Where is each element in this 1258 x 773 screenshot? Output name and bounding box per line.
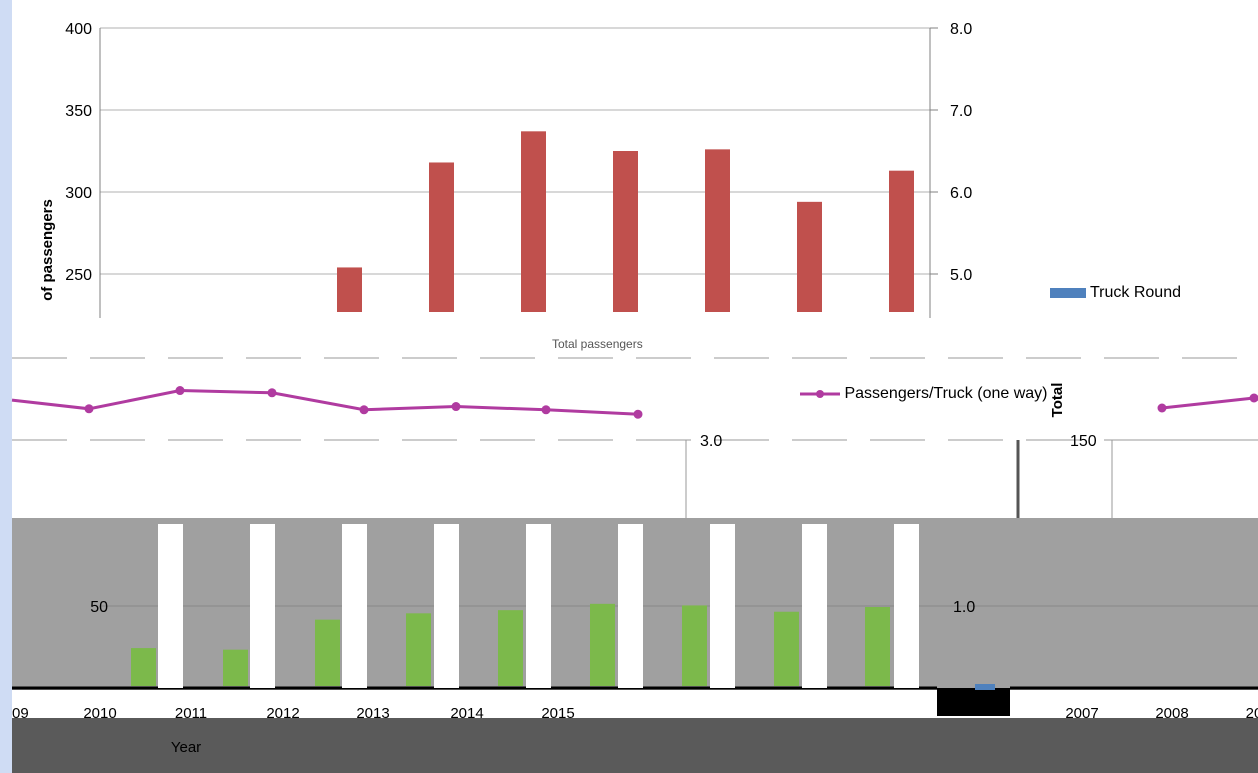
lower-separator: [342, 524, 367, 688]
right-tick-label: 8.0: [950, 21, 972, 38]
bar-green-5: [498, 610, 523, 686]
legend-item-passengers-truck: Passengers/Truck (one way): [800, 384, 1048, 404]
bar-red-2012: [337, 267, 362, 312]
point-passengers-truck-6: [541, 405, 551, 415]
x-tick-label-right: 2008: [1155, 705, 1188, 722]
black-block: [937, 688, 1010, 716]
legend-item-truck-round: Truck Round: [1050, 284, 1181, 302]
bar-red-2015: [613, 151, 638, 312]
bar-green-4: [406, 613, 431, 686]
bar-green-2: [223, 649, 248, 686]
x-tick-label-right: 2007: [1065, 705, 1098, 722]
bar-red-2013: [429, 162, 454, 312]
lower-separator: [158, 524, 183, 688]
lower-right-tick-label: 150: [1070, 433, 1097, 450]
right-axis-title-fragment: Total: [1049, 383, 1066, 418]
x-axis-area-background: [12, 690, 1258, 720]
x-tick-label: 2014: [450, 705, 483, 722]
point-passengers-truck-7: [633, 409, 643, 419]
lower-separator: [618, 524, 643, 688]
lower-separator: [526, 524, 551, 688]
point-passengers-truck-5: [451, 402, 461, 412]
line-passengers-truck: [11, 389, 639, 416]
lower-separator: [802, 524, 827, 688]
bar-green-6: [590, 603, 615, 686]
right-tick-label: 5.0: [950, 267, 972, 284]
point-passengers-truck-1: [84, 404, 94, 414]
legend-label-passengers-truck: Passengers/Truck (one way): [844, 385, 1048, 402]
point-passengers-truck-right-1: [1157, 403, 1167, 413]
lower-separator: [250, 524, 275, 688]
bar-blue-fragment: [975, 684, 995, 690]
right-tick-label: 7.0: [950, 103, 972, 120]
x-tick-label: 2015: [541, 705, 574, 722]
right-tick-label: 6.0: [950, 185, 972, 202]
x-tick-label: 2011: [175, 705, 207, 722]
x-tick-label: 09: [12, 705, 29, 722]
lower-separator: [710, 524, 735, 688]
middle-strip-background: [12, 318, 1258, 518]
x-tick-label: 2013: [356, 705, 389, 722]
left-tick-label: 400: [65, 21, 92, 38]
bar-green-1: [131, 648, 156, 686]
left-tick-label-50: 50: [90, 599, 108, 616]
point-passengers-truck-right-2: [1249, 393, 1258, 403]
bar-green-8: [774, 611, 799, 686]
line-passengers-truck-right: [1161, 396, 1255, 410]
left-tick-label: 250: [65, 267, 92, 284]
legend-swatch-truck-round: [1050, 288, 1086, 298]
bar-red-2014: [521, 131, 546, 312]
bar-red-2016: [705, 149, 730, 312]
total-passengers-fragment: Total passengers: [552, 337, 643, 351]
left-tick-label: 300: [65, 185, 92, 202]
x-tick-label: 2012: [266, 705, 299, 722]
legend-label-truck-round: Truck Round: [1090, 284, 1181, 301]
x-axis-title: Year: [171, 739, 201, 756]
left-axis-title: of passengers: [39, 199, 56, 301]
right-tick-label-3: 3.0: [700, 433, 722, 450]
lower-separator: [894, 524, 919, 688]
lower-separator: [434, 524, 459, 688]
bar-red-2018: [889, 170, 914, 312]
x-tick-label: 2010: [83, 705, 116, 722]
bar-green-9: [865, 607, 890, 686]
point-passengers-truck-4: [359, 405, 369, 415]
x-tick-label-right: 20: [1246, 705, 1258, 722]
bar-red-2017: [797, 201, 822, 312]
footer-dark-band: [12, 718, 1258, 773]
bar-green-3: [315, 619, 340, 686]
legend-marker-passengers-truck: [800, 389, 840, 398]
lower-right-panel-background: [937, 518, 1258, 690]
point-passengers-truck-2: [175, 386, 185, 396]
point-passengers-truck-3: [267, 388, 277, 398]
left-tick-label: 350: [65, 103, 92, 120]
bar-green-7: [682, 605, 707, 686]
right-tick-label-1: 1.0: [953, 599, 975, 616]
